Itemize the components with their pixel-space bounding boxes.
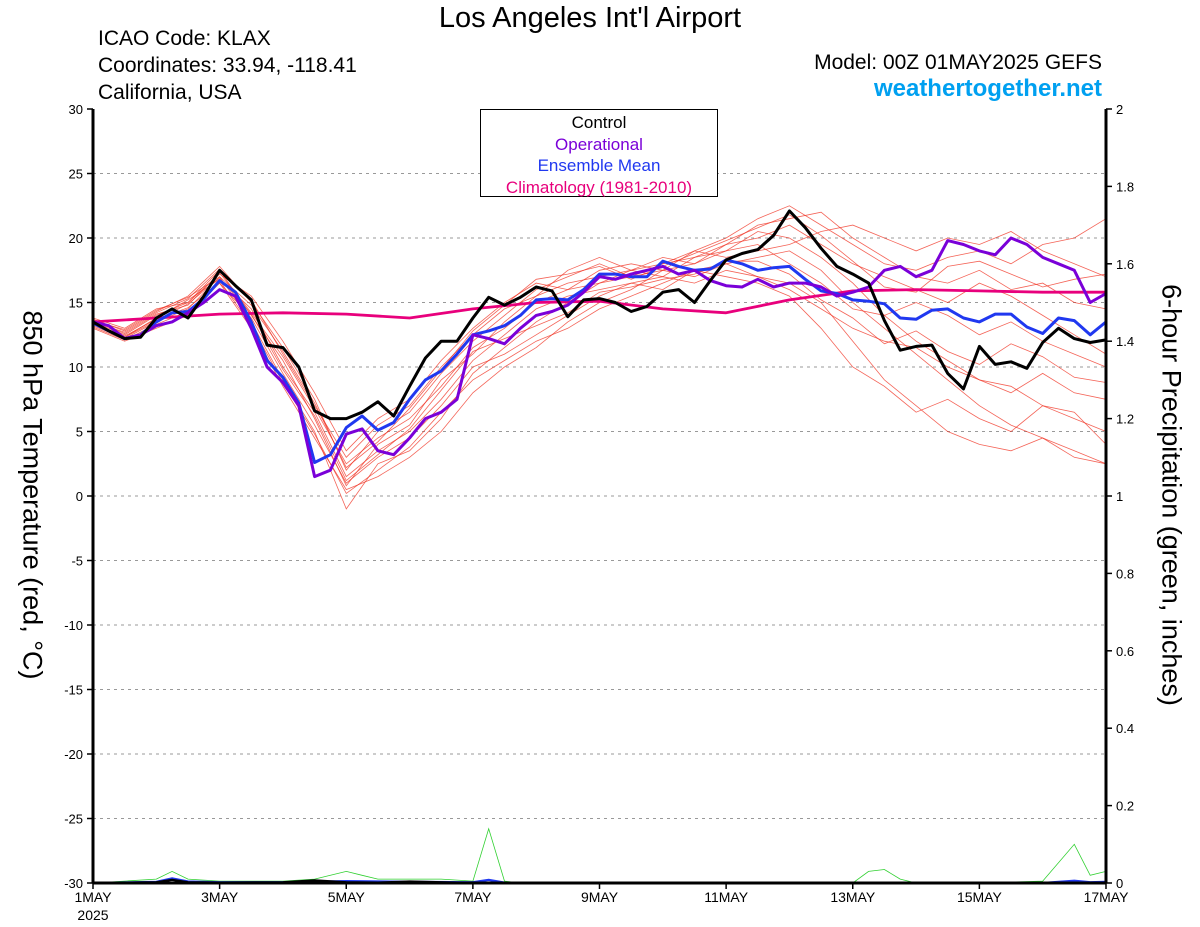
y-tick-label-left: 5 <box>76 425 83 440</box>
y-tick-label-left: 20 <box>69 231 83 246</box>
y-tick-label-left: -20 <box>64 747 83 762</box>
x-tick-label: 9MAY <box>581 889 619 905</box>
y-tick-label-left: 10 <box>69 360 83 375</box>
tick-labels: 302520151050-5-10-15-20-25-3021.81.61.41… <box>64 102 1134 923</box>
y-tick-label-right: 1.4 <box>1116 334 1134 349</box>
y-tick-label-right: 0.4 <box>1116 721 1134 736</box>
y-tick-label-right: 1 <box>1116 489 1123 504</box>
y-tick-label-left: 25 <box>69 167 83 182</box>
ensemble-mean-line <box>92 258 1107 464</box>
y-tick-label-right: 0 <box>1116 876 1123 891</box>
legend-item-climatology: Climatology (1981-2010) <box>505 177 693 197</box>
x-tick-label: 11MAY <box>704 889 748 905</box>
site-link[interactable]: weathertogether.net <box>873 75 1102 102</box>
legend: Control Operational Ensemble Mean Climat… <box>480 109 718 197</box>
y-tick-label-right: 1.6 <box>1116 257 1134 272</box>
member-line <box>92 269 1107 484</box>
legend-item-operational: Operational <box>555 134 643 154</box>
member-line <box>92 214 1107 469</box>
y-tick-label-left: -30 <box>64 876 83 891</box>
member-line <box>92 205 1107 471</box>
y-tick-label-right: 1.2 <box>1116 412 1134 427</box>
y-axis-label-left: 850 hPa Temperature (red, °C) <box>17 310 48 680</box>
precipitation-series <box>92 827 1107 885</box>
control-line <box>92 209 1107 421</box>
legend-item-control: Control <box>571 113 627 132</box>
chart-title: Los Angeles Int'l Airport <box>438 2 742 34</box>
member-line <box>92 224 1107 452</box>
y-tick-label-right: 0.2 <box>1116 799 1134 814</box>
y-tick-label-left: 15 <box>69 296 83 311</box>
legend-item-ensemble-mean: Ensemble Mean <box>537 156 661 175</box>
member-line <box>92 269 1107 494</box>
axes <box>87 108 1112 889</box>
coordinates: Coordinates: 33.94, -118.41 <box>98 54 357 77</box>
x-tick-sublabel: 2025 <box>77 907 108 923</box>
y-tick-label-left: 0 <box>76 489 83 504</box>
region: California, USA <box>98 81 242 104</box>
icao-code: ICAO Code: KLAX <box>98 27 271 50</box>
x-tick-label: 3MAY <box>201 889 239 905</box>
precip-line <box>92 827 1107 884</box>
x-tick-label: 7MAY <box>454 889 492 905</box>
y-tick-label-right: 0.8 <box>1116 566 1134 581</box>
main-series <box>92 209 1107 479</box>
y-axis-label-right: 6-hour Precipitation (green, inches) <box>1156 284 1187 706</box>
climatology-line <box>92 288 1106 324</box>
y-tick-label-right: 1.8 <box>1116 179 1134 194</box>
y-tick-label-left: -5 <box>71 554 83 569</box>
x-tick-label: 17MAY <box>1084 889 1130 905</box>
x-tick-label: 13MAY <box>830 889 876 905</box>
operational-line <box>92 236 1107 479</box>
y-tick-label-left: 30 <box>69 102 83 117</box>
y-tick-label-left: -15 <box>64 683 83 698</box>
y-tick-label-right: 2 <box>1116 102 1123 117</box>
ensemble-members <box>92 205 1107 510</box>
x-tick-label: 1MAY <box>74 889 112 905</box>
member-line <box>92 250 1107 491</box>
y-tick-label-right: 0.6 <box>1116 644 1134 659</box>
y-tick-label-left: -25 <box>64 812 83 827</box>
x-tick-label: 5MAY <box>328 889 366 905</box>
x-tick-label: 15MAY <box>957 889 1003 905</box>
y-tick-label-left: -10 <box>64 618 83 633</box>
member-line <box>92 211 1107 458</box>
model-run: Model: 00Z 01MAY2025 GEFS <box>814 51 1102 74</box>
